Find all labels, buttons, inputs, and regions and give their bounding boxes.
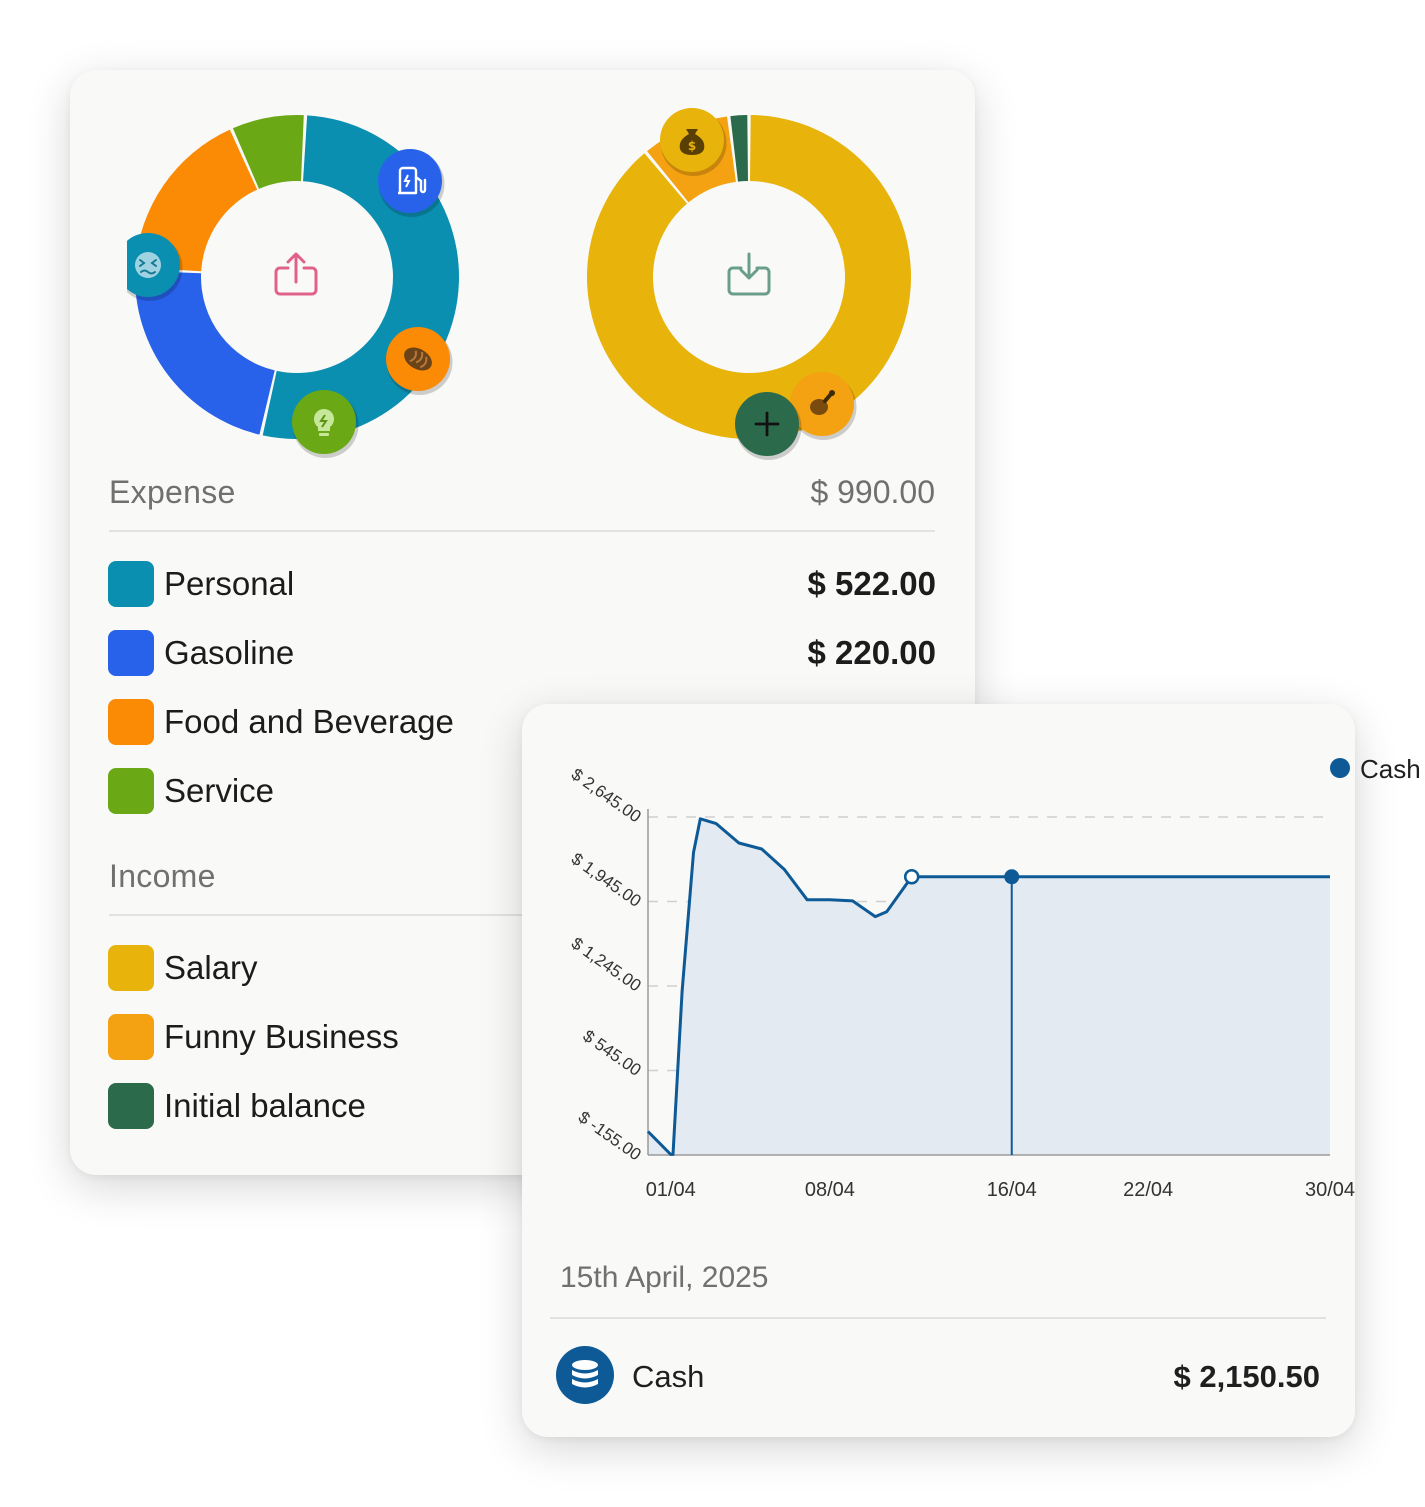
account-amount: $ 2,150.50	[1173, 1359, 1320, 1394]
gas-pump-icon	[378, 149, 445, 217]
expense-donut-svg	[116, 115, 459, 458]
account-row-cash[interactable]: Cash $ 2,150.50	[556, 1346, 1320, 1406]
plus-icon	[735, 392, 802, 460]
y-tick-label: $ 1,945.00	[568, 849, 645, 911]
personal-swatch	[108, 561, 154, 607]
bread-icon	[386, 327, 453, 395]
x-tick-label: 01/04	[646, 1179, 696, 1201]
x-tick-label: 22/04	[1123, 1179, 1173, 1201]
funny-business-swatch	[108, 1014, 154, 1060]
balance-chart-card: $ -155.00 $ 545.00 $ 1,245.00 $ 1,945.00 $ 2…	[522, 704, 1421, 1437]
salary-swatch	[108, 945, 154, 991]
donut-slice-salary[interactable]	[587, 115, 912, 439]
lightbulb-icon	[292, 390, 359, 458]
food-swatch	[108, 699, 154, 745]
legend-dot	[1330, 758, 1350, 778]
database-coins-icon	[556, 1346, 614, 1404]
category-label: Personal	[164, 565, 295, 602]
svg-text:$: $	[688, 139, 696, 153]
expense-row-personal[interactable]: Personal $ 522.00	[108, 559, 936, 609]
balance-line-chart[interactable]: $ -155.00 $ 545.00 $ 1,245.00 $ 1,945.00 $ 2…	[522, 704, 1355, 1234]
dizzy-face-icon	[116, 233, 183, 301]
account-label: Cash	[632, 1359, 705, 1394]
income-donut-svg: $	[587, 108, 912, 460]
category-amount: $ 522.00	[807, 565, 936, 602]
expense-row-service[interactable]: Service	[108, 766, 936, 816]
donut-slice-service[interactable]	[232, 115, 304, 189]
x-tick-label: 30/04	[1305, 1179, 1355, 1201]
expense-header: Expense $ 990.00	[109, 470, 935, 532]
category-label: Salary	[164, 949, 258, 986]
initial-balance-swatch	[108, 1083, 154, 1129]
donut-slice-initial-balance[interactable]	[730, 115, 748, 182]
income-donut-chart[interactable]: $	[570, 107, 930, 527]
expense-row-gasoline[interactable]: Gasoline $ 220.00	[108, 628, 936, 678]
chicken-leg-icon	[790, 372, 857, 440]
cash-series-line[interactable]	[646, 817, 1330, 1156]
y-tick-label: $ -155.00	[575, 1108, 645, 1165]
selected-date-header: 15th April, 2025	[550, 1259, 1326, 1319]
cash-area-fill	[648, 818, 1330, 1155]
x-tick-label: 16/04	[987, 1179, 1037, 1201]
income-row-funny-business[interactable]: Funny Business	[108, 1012, 936, 1062]
category-label: Funny Business	[164, 1018, 399, 1055]
income-row-initial-balance[interactable]: Initial balance	[108, 1081, 936, 1131]
category-label: Gasoline	[164, 634, 295, 671]
hover-point[interactable]	[903, 869, 920, 885]
category-label: Service	[164, 772, 275, 809]
download-tray-icon[interactable]	[727, 252, 771, 296]
expense-total: $ 990.00	[810, 474, 935, 510]
category-label: Initial balance	[164, 1087, 366, 1124]
category-label: Food and Beverage	[164, 703, 454, 740]
income-row-salary[interactable]: Salary	[108, 943, 936, 993]
legend-label: Cash	[1360, 754, 1421, 784]
x-tick-label: 08/04	[805, 1179, 855, 1201]
expense-row-food-and-beverage[interactable]: Food and Beverage	[108, 697, 936, 747]
category-amount: $ 220.00	[807, 634, 936, 671]
selected-point[interactable]	[1004, 869, 1020, 885]
share-upload-icon[interactable]	[274, 252, 318, 296]
y-tick-label: $ 545.00	[579, 1026, 644, 1080]
selected-date: 15th April, 2025	[560, 1261, 769, 1294]
y-tick-label: $ 2,645.00	[568, 765, 645, 827]
gasoline-swatch	[108, 630, 154, 676]
donut-slice-food-and-beverage[interactable]	[135, 129, 258, 272]
money-bag-icon: $	[660, 108, 727, 176]
donut-slice-gasoline[interactable]	[135, 270, 275, 435]
income-title: Income	[109, 858, 216, 894]
expense-donut-chart[interactable]	[116, 107, 547, 527]
expense-title: Expense	[109, 474, 236, 510]
service-swatch	[108, 768, 154, 814]
y-tick-label: $ 1,245.00	[568, 934, 645, 996]
